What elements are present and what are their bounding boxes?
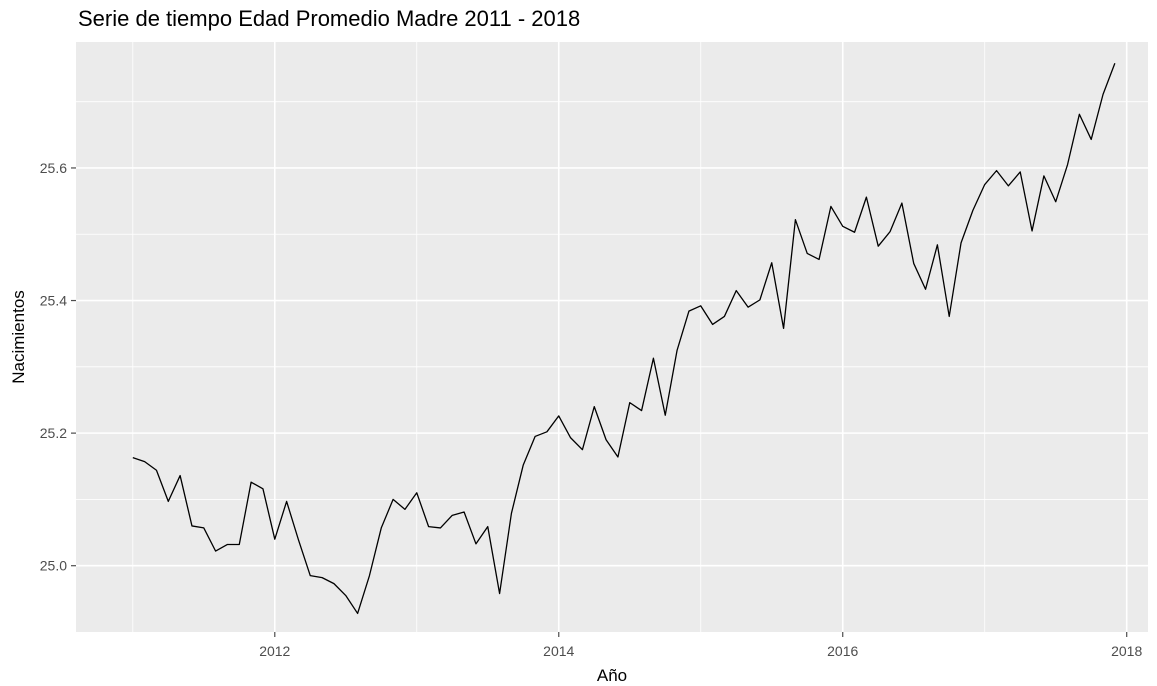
x-axis-title: Año (597, 666, 627, 685)
series-layer (132, 62, 1116, 615)
plot-panel (76, 42, 1148, 632)
chart-title: Serie de tiempo Edad Promedio Madre 2011… (78, 6, 580, 31)
x-axis-ticks: 2012 2014 2016 2018 (259, 632, 1142, 659)
x-tick-label: 2016 (827, 643, 858, 659)
y-tick-label: 25.6 (40, 160, 67, 176)
x-tick-label: 2014 (543, 643, 574, 659)
y-tick-label: 25.2 (40, 425, 67, 441)
minor-gridlines (76, 42, 1148, 632)
series-line (132, 62, 1116, 615)
major-gridlines (76, 42, 1148, 632)
y-tick-label: 25.0 (40, 558, 67, 574)
y-axis-title: Nacimientos (9, 290, 28, 384)
y-axis-ticks: 25.0 25.2 25.4 25.6 (40, 160, 76, 574)
x-tick-label: 2012 (259, 643, 290, 659)
x-tick-label: 2018 (1111, 643, 1142, 659)
y-tick-label: 25.4 (40, 293, 67, 309)
